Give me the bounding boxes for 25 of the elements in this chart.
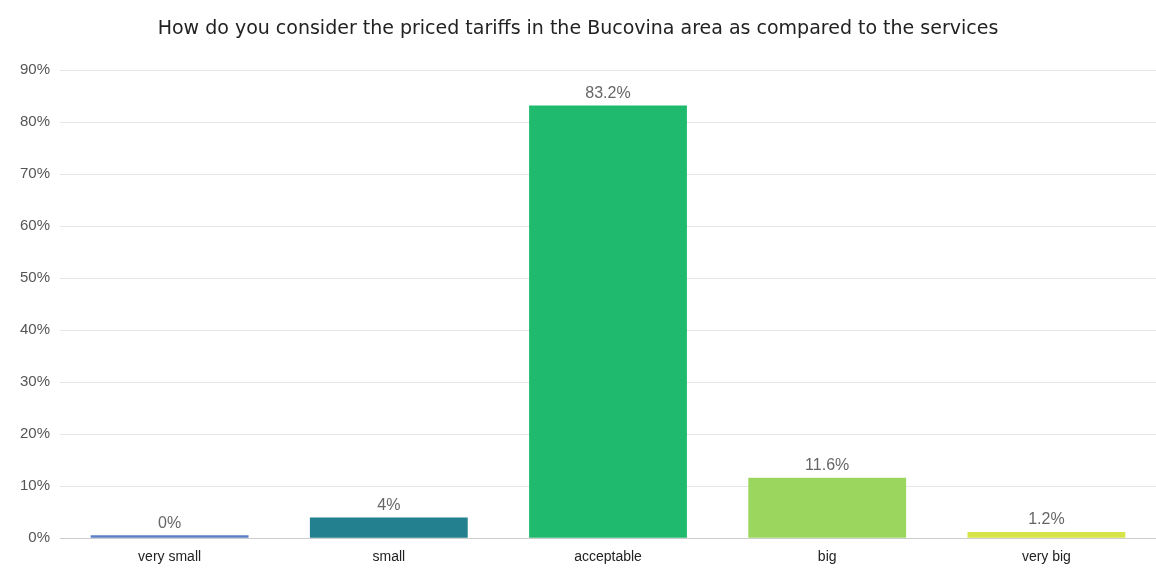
bar xyxy=(748,477,907,538)
y-tick-label: 90% xyxy=(19,60,51,78)
y-tick-label: 20% xyxy=(19,424,51,442)
y-tick-label: 0% xyxy=(28,528,51,546)
y-tick-label: 10% xyxy=(19,476,51,494)
y-tick-label: 50% xyxy=(19,268,51,286)
bar xyxy=(529,105,687,538)
x-tick-label: big xyxy=(817,548,837,565)
data-label: 1.2% xyxy=(1028,510,1065,528)
chart-title: How do you consider the priced tariffs in the Bucovina area as compared to the services xyxy=(156,16,1000,38)
x-tick-label: small xyxy=(372,548,406,565)
y-tick-label: 30% xyxy=(19,372,51,390)
bar xyxy=(967,531,1126,538)
x-tick-label: very big xyxy=(1021,548,1071,565)
y-tick-label: 80% xyxy=(19,112,51,130)
data-label: 0% xyxy=(158,513,182,531)
x-tick-label: acceptable xyxy=(574,548,643,565)
x-tick-label: very small xyxy=(138,548,202,565)
bar xyxy=(309,517,468,538)
data-label: 4% xyxy=(377,495,401,513)
y-tick-label: 40% xyxy=(19,320,51,338)
y-tick-label: 70% xyxy=(19,164,51,182)
data-label: 83.2% xyxy=(585,83,631,101)
y-tick-label: 60% xyxy=(19,216,51,234)
data-label: 11.6% xyxy=(805,456,850,474)
